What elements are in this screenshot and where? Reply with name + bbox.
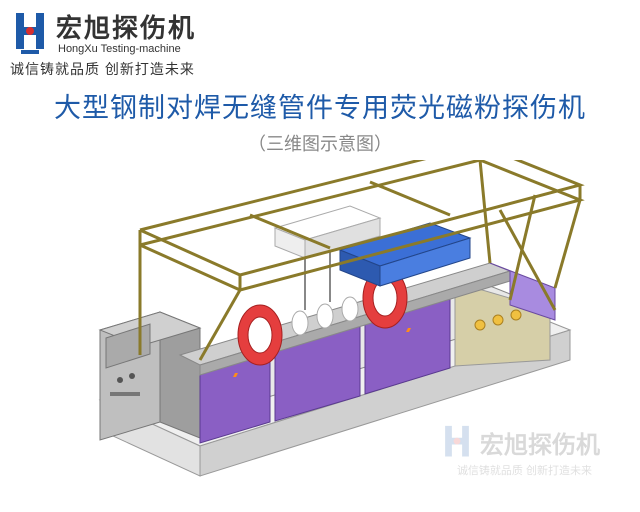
logo-mark-icon [10,9,50,55]
watermark: 宏旭探伤机 [440,422,600,462]
control-cabinet [100,312,200,440]
logo-company-cn: 宏旭探伤机 [56,8,196,45]
watermark-tagline: 诚信铸就品质 创新打造未来 [457,462,592,478]
logo-company-en: HongXu Testing-machine [58,43,196,55]
page-title: 大型钢制对焊无缝管件专用荧光磁粉探伤机 [0,86,640,125]
magnetizing-coil-left [238,305,282,365]
watermark-logo-icon [440,422,474,462]
logo-block: 宏旭探伤机 HongXu Testing-machine 诚信铸就品质 创新打造… [10,8,196,79]
logo-tagline: 诚信铸就品质 创新打造未来 [10,59,196,79]
watermark-text: 宏旭探伤机 [480,425,600,460]
page-subtitle: （三维图示意图） [0,130,640,156]
